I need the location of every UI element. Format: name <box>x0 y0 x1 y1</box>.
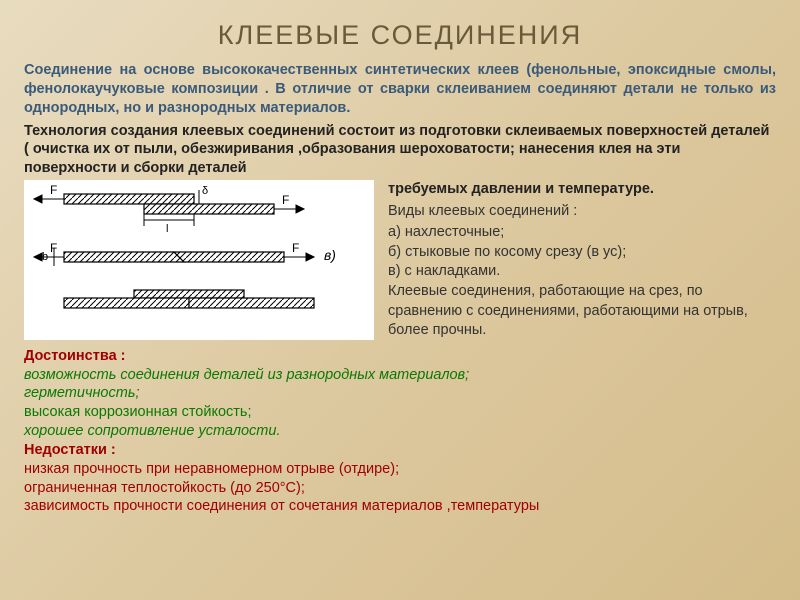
tech-line-1: Технология создания клеевых соединений с… <box>24 122 776 179</box>
type-c: в) с накладками. <box>388 262 776 282</box>
dis-2: ограниченная теплостойкость (до 250°С); <box>24 479 776 498</box>
types-header: Виды клеевых соединений : <box>388 202 776 222</box>
svg-text:в): в) <box>324 247 336 263</box>
type-a: а) нахлесточные; <box>388 223 776 243</box>
advantages-header: Достоинства : <box>24 348 126 364</box>
dis-3: зависимость прочности соединения от соче… <box>24 497 776 516</box>
adv-2: герметичность; <box>24 384 776 403</box>
adv-1: возможность соединения деталей из разнор… <box>24 366 776 385</box>
adv-3: высокая коррозионная стойкость; <box>24 403 776 422</box>
shear-note: Клеевые соединения, работающие на срез, … <box>388 282 776 341</box>
disadvantages-header: Недостатки : <box>24 442 116 458</box>
svg-text:F: F <box>282 193 289 207</box>
svg-text:b: b <box>42 251 48 263</box>
intro-text: Соединение на основе высококачественных … <box>24 61 776 118</box>
svg-text:δ: δ <box>202 185 208 197</box>
adv-4: хорошее сопротивление усталости. <box>24 422 776 441</box>
svg-text:F: F <box>292 241 299 255</box>
joint-diagram: F F δ l F F b <box>24 180 374 340</box>
svg-text:l: l <box>166 223 168 235</box>
tech-tail: требуемых давлении и температуре. <box>388 180 776 200</box>
right-column: требуемых давлении и температуре. Виды к… <box>388 180 776 341</box>
page-title: КЛЕЕВЫЕ СОЕДИНЕНИЯ <box>24 18 776 53</box>
svg-text:F: F <box>50 183 57 197</box>
type-b: б) стыковые по косому срезу (в ус); <box>388 243 776 263</box>
dis-1: низкая прочность при неравномерном отрыв… <box>24 460 776 479</box>
